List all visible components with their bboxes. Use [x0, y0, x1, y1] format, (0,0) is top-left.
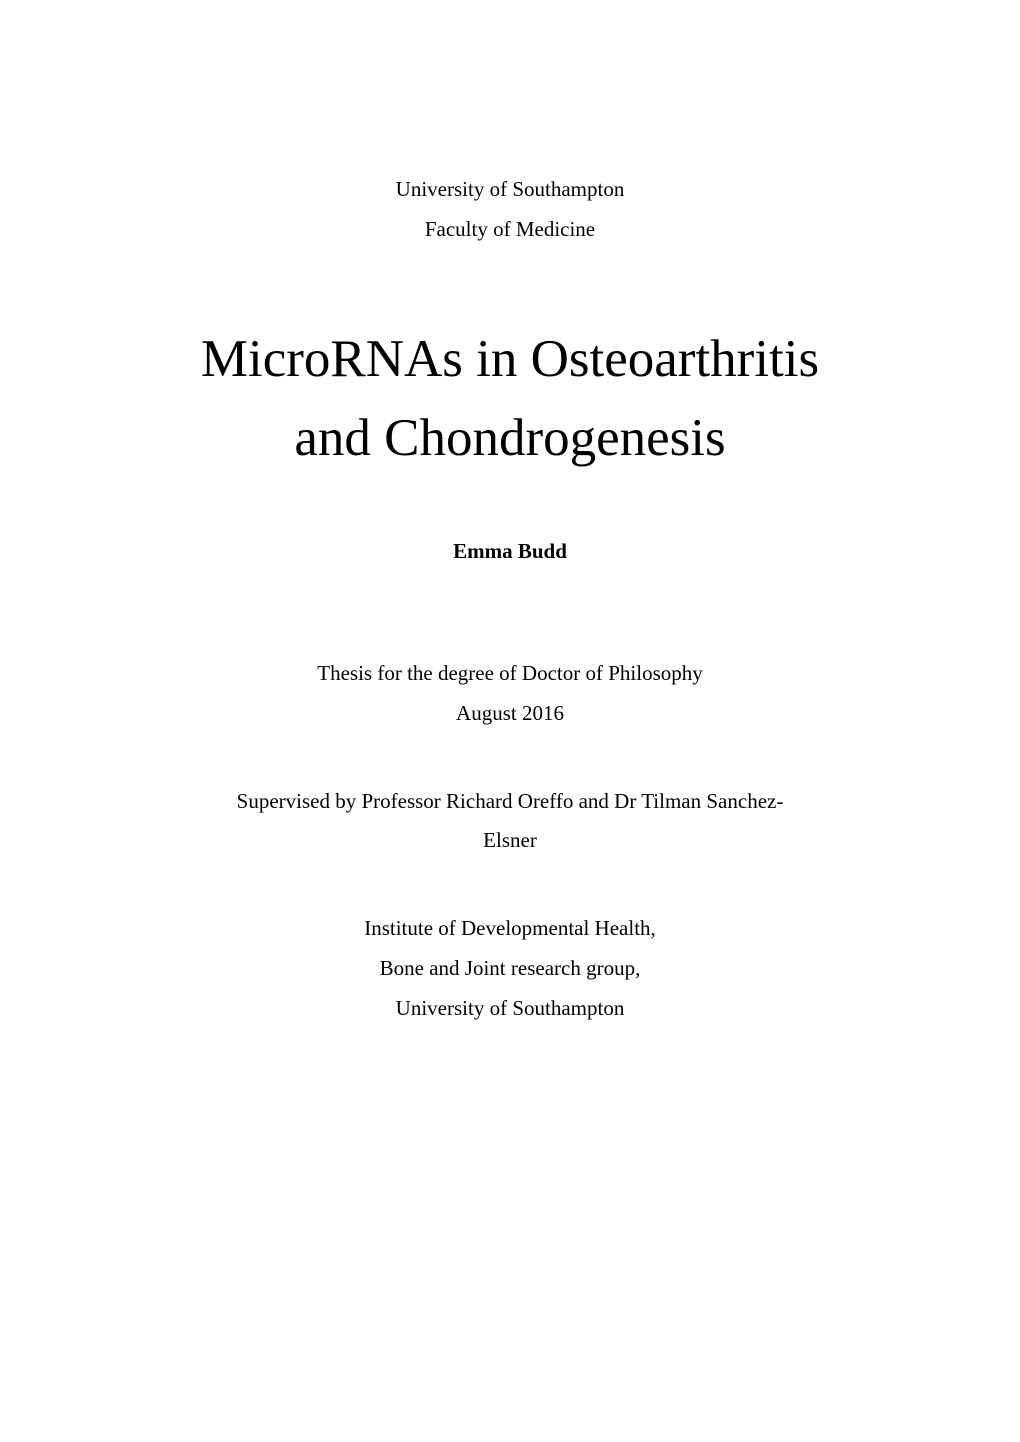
supervision-block: Supervised by Professor Richard Oreffo a…	[80, 782, 940, 862]
title-page: University of Southampton Faculty of Med…	[0, 0, 1020, 1442]
affiliation-university: University of Southampton	[80, 989, 940, 1029]
university-name: University of Southampton	[80, 170, 940, 210]
thesis-title-line-1: MicroRNAs in Osteoarthritis	[80, 320, 940, 400]
faculty-name: Faculty of Medicine	[80, 210, 940, 250]
author-name: Emma Budd	[80, 539, 940, 564]
thesis-title-line-2: and Chondrogenesis	[80, 399, 940, 479]
supervisors-line-2: Elsner	[80, 821, 940, 861]
submission-date: August 2016	[80, 694, 940, 734]
affiliation-block: Institute of Developmental Health, Bone …	[80, 909, 940, 1029]
institution-header: University of Southampton Faculty of Med…	[80, 170, 940, 250]
research-group: Bone and Joint research group,	[80, 949, 940, 989]
degree-statement: Thesis for the degree of Doctor of Philo…	[80, 654, 940, 694]
degree-block: Thesis for the degree of Doctor of Philo…	[80, 654, 940, 734]
supervisors-line-1: Supervised by Professor Richard Oreffo a…	[80, 782, 940, 822]
institute-name: Institute of Developmental Health,	[80, 909, 940, 949]
thesis-title: MicroRNAs in Osteoarthritis and Chondrog…	[80, 320, 940, 479]
